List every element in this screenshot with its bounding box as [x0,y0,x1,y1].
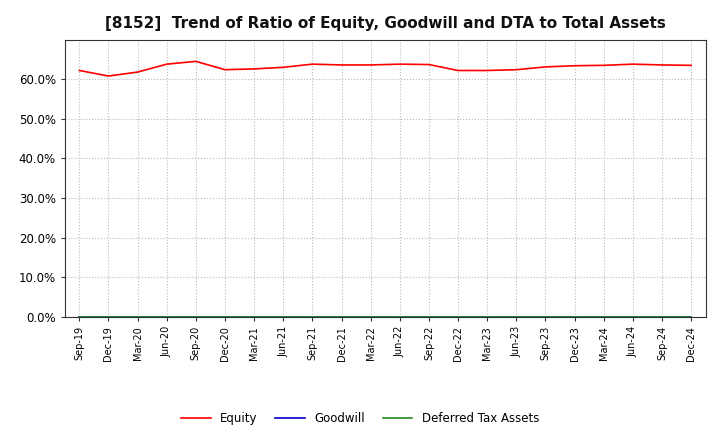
Equity [687,62,696,68]
Goodwill [541,314,550,319]
Equity [541,64,550,70]
Deferred Tax Assets [220,314,229,319]
Goodwill [570,314,579,319]
Deferred Tax Assets [483,314,492,319]
Deferred Tax Assets [657,314,666,319]
Goodwill [483,314,492,319]
Deferred Tax Assets [454,314,462,319]
Equity [657,62,666,68]
Equity [192,59,200,64]
Goodwill [629,314,637,319]
Legend: Equity, Goodwill, Deferred Tax Assets: Equity, Goodwill, Deferred Tax Assets [176,407,544,430]
Goodwill [599,314,608,319]
Equity [512,67,521,72]
Goodwill [425,314,433,319]
Equity [599,62,608,68]
Equity [104,73,113,79]
Goodwill [657,314,666,319]
Deferred Tax Assets [629,314,637,319]
Goodwill [133,314,142,319]
Deferred Tax Assets [366,314,375,319]
Goodwill [250,314,258,319]
Equity [163,62,171,67]
Equity [366,62,375,68]
Goodwill [192,314,200,319]
Equity [570,63,579,68]
Deferred Tax Assets [308,314,317,319]
Goodwill [279,314,287,319]
Deferred Tax Assets [133,314,142,319]
Equity [629,62,637,67]
Deferred Tax Assets [104,314,113,319]
Goodwill [512,314,521,319]
Equity [308,62,317,67]
Deferred Tax Assets [425,314,433,319]
Deferred Tax Assets [337,314,346,319]
Deferred Tax Assets [512,314,521,319]
Deferred Tax Assets [279,314,287,319]
Goodwill [337,314,346,319]
Equity [75,68,84,73]
Deferred Tax Assets [541,314,550,319]
Deferred Tax Assets [192,314,200,319]
Deferred Tax Assets [75,314,84,319]
Goodwill [308,314,317,319]
Deferred Tax Assets [599,314,608,319]
Deferred Tax Assets [570,314,579,319]
Goodwill [366,314,375,319]
Goodwill [454,314,462,319]
Goodwill [395,314,404,319]
Equity [250,66,258,72]
Deferred Tax Assets [250,314,258,319]
Equity [395,62,404,67]
Goodwill [687,314,696,319]
Goodwill [163,314,171,319]
Equity [454,68,462,73]
Equity [279,65,287,70]
Deferred Tax Assets [163,314,171,319]
Equity [133,70,142,75]
Title: [8152]  Trend of Ratio of Equity, Goodwill and DTA to Total Assets: [8152] Trend of Ratio of Equity, Goodwil… [105,16,665,32]
Goodwill [104,314,113,319]
Equity [220,67,229,72]
Equity [337,62,346,68]
Equity [483,68,492,73]
Deferred Tax Assets [395,314,404,319]
Goodwill [75,314,84,319]
Line: Equity: Equity [79,61,691,76]
Equity [425,62,433,67]
Deferred Tax Assets [687,314,696,319]
Goodwill [220,314,229,319]
